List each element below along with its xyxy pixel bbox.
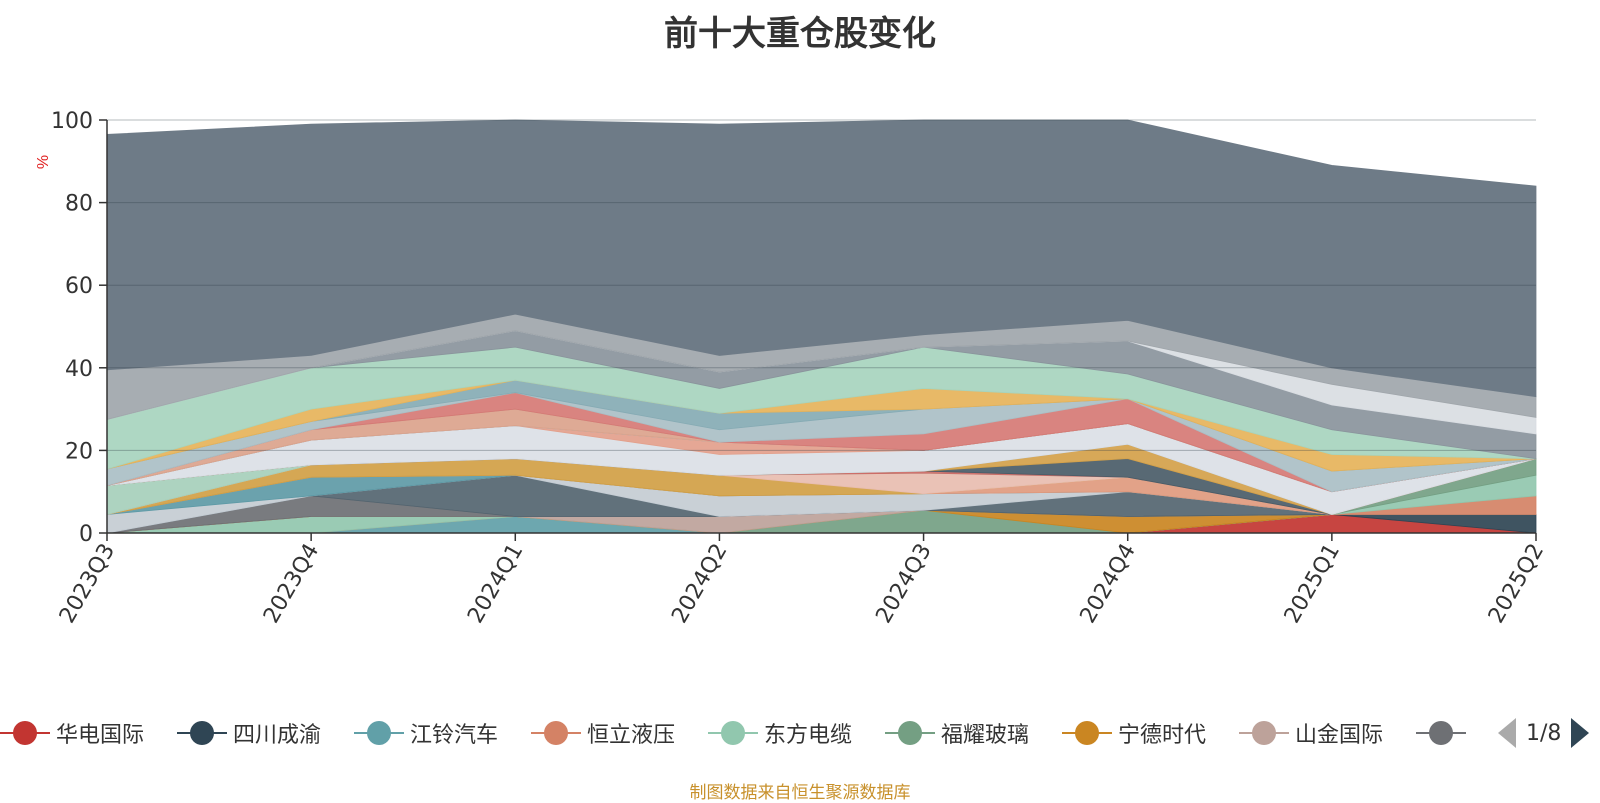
x-tick-label-3: 2024Q2 bbox=[667, 540, 732, 628]
legend-page-info: 1/8 bbox=[1526, 720, 1562, 746]
x-tick-label-4: 2024Q3 bbox=[871, 540, 936, 628]
legend-item-6[interactable]: 宁德时代 bbox=[1062, 713, 1206, 753]
y-tick-label-2: 40 bbox=[65, 357, 93, 382]
legend-item-3[interactable]: 恒立液压 bbox=[531, 713, 675, 753]
area-series-34 bbox=[106, 119, 1537, 398]
y-tick-label-0: 0 bbox=[79, 522, 93, 547]
legend-marker-icon bbox=[1239, 721, 1289, 745]
x-tick-label-2: 2024Q1 bbox=[463, 540, 528, 628]
legend-item-8[interactable] bbox=[1416, 713, 1472, 753]
legend-label: 四川成渝 bbox=[233, 723, 322, 748]
legend-label: 恒立液压 bbox=[587, 723, 676, 748]
y-tick-label-1: 20 bbox=[65, 439, 93, 464]
x-tick-label-5: 2024Q4 bbox=[1076, 540, 1141, 628]
legend-item-0[interactable]: 华电国际 bbox=[0, 713, 144, 753]
legend-item-7[interactable]: 山金国际 bbox=[1239, 713, 1383, 753]
stacked-areas bbox=[106, 119, 1537, 534]
legend-item-2[interactable]: 江铃汽车 bbox=[354, 713, 498, 753]
chart-title: 前十大重仓股变化 bbox=[664, 14, 936, 54]
legend-label: 华电国际 bbox=[56, 723, 145, 748]
x-tick-label-0: 2023Q3 bbox=[55, 540, 120, 628]
legend-pager: 1/8 bbox=[1498, 713, 1590, 753]
grid-lines bbox=[107, 119, 1536, 451]
legend-label: 东方电缆 bbox=[764, 723, 853, 748]
legend-label: 宁德时代 bbox=[1118, 723, 1207, 748]
x-tick-label-6: 2025Q1 bbox=[1280, 540, 1345, 628]
legend-item-5[interactable]: 福耀玻璃 bbox=[885, 713, 1029, 753]
y-axis-unit: % bbox=[35, 155, 52, 169]
legend-marker-icon bbox=[354, 721, 404, 745]
legend-marker-icon bbox=[708, 721, 758, 745]
source-note: 制图数据来自恒生聚源数据库 bbox=[689, 783, 911, 803]
legend-label: 江铃汽车 bbox=[410, 723, 499, 748]
legend-item-1[interactable]: 四川成渝 bbox=[177, 713, 321, 753]
legend-label: 福耀玻璃 bbox=[941, 723, 1030, 748]
y-tick-label-3: 60 bbox=[65, 274, 93, 299]
legend-marker-icon bbox=[531, 721, 581, 745]
triangle-left-icon[interactable] bbox=[1498, 718, 1516, 748]
legend-label: 山金国际 bbox=[1295, 723, 1384, 748]
legend-marker-icon bbox=[1062, 721, 1112, 745]
legend-item-4[interactable]: 东方电缆 bbox=[708, 713, 852, 753]
legend: 华电国际 四川成渝 江铃汽车 恒立液压 东方电缆 福耀玻璃 宁德时代 山金国际 bbox=[0, 713, 1480, 753]
y-tick-label-5: 100 bbox=[51, 109, 93, 134]
y-tick-label-4: 80 bbox=[65, 192, 93, 217]
x-tick-label-1: 2023Q4 bbox=[259, 540, 324, 628]
legend-marker-icon bbox=[1416, 721, 1466, 745]
x-tick-label-7: 2025Q2 bbox=[1484, 540, 1549, 628]
legend-marker-icon bbox=[0, 721, 50, 745]
triangle-right-icon[interactable] bbox=[1571, 718, 1590, 748]
legend-marker-icon bbox=[177, 721, 227, 745]
legend-marker-icon bbox=[885, 721, 935, 745]
chart-area: 0 20 40 60 80 100 2023Q3 2023Q4 2024Q1 2024Q2 2024… bbox=[35, 109, 1549, 628]
